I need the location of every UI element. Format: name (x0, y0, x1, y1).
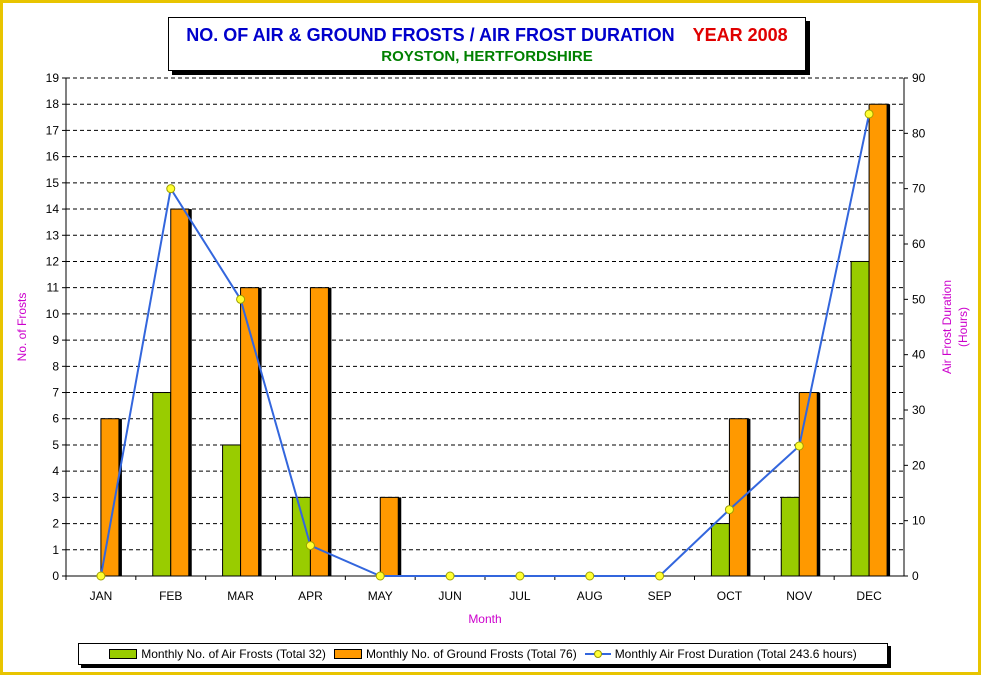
y2-tick-label: 90 (912, 71, 926, 85)
duration-point (375, 571, 385, 581)
x-tick-label: APR (298, 589, 323, 603)
y2-tick-label: 10 (912, 514, 926, 528)
legend-item-ground: Monthly No. of Ground Frosts (Total 76) (333, 647, 577, 661)
bar-ground-frost (170, 208, 190, 577)
legend-swatch-air (109, 649, 138, 659)
y2-tick-label: 50 (912, 292, 926, 306)
legend-label-air: Monthly No. of Air Frosts (Total 32) (141, 647, 326, 661)
x-tick-label: JUL (509, 589, 531, 603)
y-tick-label: 1 (52, 543, 59, 557)
duration-point (794, 441, 804, 451)
duration-point (445, 571, 455, 581)
y-tick-label: 9 (52, 333, 59, 347)
bar-air-frost (710, 523, 730, 577)
chart-subtitle: ROYSTON, HERTFORDSHIRE (381, 48, 593, 65)
y-tick-label: 5 (52, 438, 59, 452)
y2-tick-label: 40 (912, 348, 926, 362)
chart-title-box: NO. OF AIR & GROUND FROSTS / AIR FROST D… (168, 17, 806, 71)
y2-tick-label: 20 (912, 458, 926, 472)
legend-item-duration: Monthly Air Frost Duration (Total 243.6 … (584, 647, 857, 661)
duration-line (99, 113, 871, 577)
y-tick-label: 19 (46, 71, 60, 85)
bar-ground-frost (309, 287, 329, 577)
duration-point (864, 109, 874, 119)
duration-point (305, 541, 315, 551)
bar-air-frost (222, 444, 242, 577)
x-axis-title: Month (468, 612, 501, 626)
legend-swatch-duration (584, 649, 611, 659)
y-tick-label: 13 (46, 228, 60, 242)
bar-air-frost (152, 392, 172, 577)
chart-title-line: NO. OF AIR & GROUND FROSTS / AIR FROST D… (169, 24, 805, 46)
duration-point (96, 571, 106, 581)
y-tick-label: 4 (52, 464, 59, 478)
bar-air-frost (780, 496, 800, 577)
y-tick-label: 3 (52, 490, 59, 504)
duration-point (236, 294, 246, 304)
y-tick-label: 6 (52, 412, 59, 426)
bar-air-frost (850, 260, 870, 577)
bar-ground-frost (728, 418, 748, 577)
x-tick-label: FEB (159, 589, 182, 603)
duration-point (515, 571, 525, 581)
x-tick-label: AUG (577, 589, 603, 603)
bar-ground-frost (868, 103, 888, 577)
legend-label-duration: Monthly Air Frost Duration (Total 243.6 … (614, 647, 857, 661)
y2-tick-label: 30 (912, 403, 926, 417)
y-tick-label: 10 (46, 307, 60, 321)
legend-item-air: Monthly No. of Air Frosts (Total 32) (109, 647, 326, 661)
y2-tick-label: 70 (912, 182, 926, 196)
y-tick-label: 14 (46, 202, 60, 216)
bar-ground-frost (379, 496, 399, 577)
x-tick-label: JAN (90, 589, 113, 603)
y-tick-label: 0 (52, 569, 59, 583)
y2-tick-label: 80 (912, 126, 926, 140)
y-tick-label: 11 (47, 281, 60, 295)
y-tick-label: 17 (46, 123, 60, 137)
x-tick-label: JUN (438, 589, 461, 603)
x-tick-label: MAR (227, 589, 254, 603)
chart-title: NO. OF AIR & GROUND FROSTS / AIR FROST D… (186, 25, 675, 45)
x-tick-label: SEP (648, 589, 672, 603)
duration-point (166, 184, 176, 194)
y2-tick-label: 60 (912, 237, 926, 251)
y-tick-label: 2 (52, 517, 59, 531)
chart-legend: Monthly No. of Air Frosts (Total 32) Mon… (78, 643, 888, 665)
duration-point (655, 571, 665, 581)
x-tick-label: OCT (717, 589, 743, 603)
legend-swatch-ground (333, 649, 362, 659)
y-tick-label: 15 (46, 176, 60, 190)
bar-ground-frost (100, 418, 120, 577)
chart-year: YEAR 2008 (692, 25, 788, 45)
legend-label-ground: Monthly No. of Ground Frosts (Total 76) (365, 647, 577, 661)
duration-point (724, 505, 734, 515)
x-tick-label: MAY (368, 589, 393, 603)
y-axis-title: No. of Frosts (15, 293, 29, 362)
duration-point (585, 571, 595, 581)
y-tick-label: 7 (52, 386, 59, 400)
y-tick-label: 18 (46, 97, 60, 111)
y-tick-label: 16 (46, 150, 60, 164)
x-tick-label: DEC (856, 589, 882, 603)
x-tick-label: NOV (786, 589, 812, 603)
y-tick-label: 8 (52, 359, 59, 373)
y2-axis-title: Air Frost Duration (Hours) (940, 280, 970, 374)
y2-tick-label: 0 (912, 569, 919, 583)
y-tick-label: 12 (46, 254, 60, 268)
bar-ground-frost (798, 392, 818, 577)
